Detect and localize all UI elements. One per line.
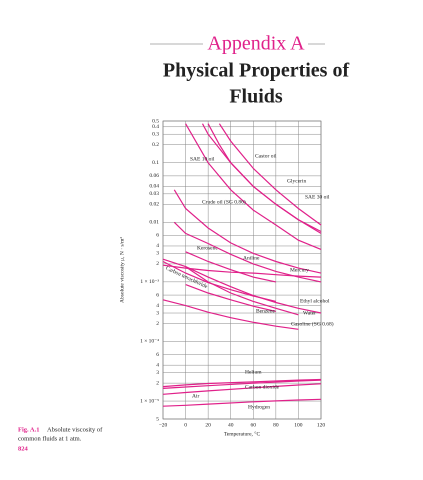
y-tick-label: 0.02 <box>149 202 159 208</box>
y-tick-label: 3 <box>156 310 159 316</box>
y-tick-label: 3 <box>156 251 159 257</box>
caption: Absolute viscosity of <box>47 426 103 433</box>
series-label: Ethyl alcohol <box>300 298 330 304</box>
y-tick-label: 6 <box>156 352 159 358</box>
caption: common fluids at 1 atm. <box>18 435 82 442</box>
series-label: SAE 30 oil <box>305 194 330 200</box>
series-line <box>173 189 322 274</box>
y-tick-label: 1 × 10⁻³ <box>140 279 159 285</box>
series-label: Aniline <box>243 255 260 261</box>
series-line <box>185 123 322 250</box>
y-tick-label: 6 <box>156 292 159 298</box>
y-tick-label: 0.06 <box>149 173 159 179</box>
x-tick-label: 80 <box>273 422 279 428</box>
y-tick-label: 1 × 10⁻⁵ <box>140 398 159 404</box>
series-label: Hydrogen <box>248 404 270 410</box>
y-tick-label: 0.1 <box>152 160 159 166</box>
series-label: Castor oil <box>255 153 277 159</box>
x-tick-label: 100 <box>294 422 303 428</box>
appendix-label: Appendix A <box>207 33 305 55</box>
series-label: Carbon dioxide <box>245 384 280 390</box>
y-tick-label: 0.01 <box>149 220 159 226</box>
y-tick-label: 0.2 <box>152 142 159 148</box>
y-tick-label: 4 <box>156 362 159 368</box>
y-tick-label: 5 <box>156 416 159 422</box>
series-line <box>218 123 322 226</box>
appendix-title: Fluids <box>229 86 283 108</box>
x-tick-label: −20 <box>159 422 168 428</box>
x-tick-label: 60 <box>251 422 257 428</box>
x-axis-label: Temperature, °C <box>224 430 261 437</box>
x-tick-label: 0 <box>184 422 187 428</box>
series-label: Kerosene <box>197 245 218 251</box>
series-line <box>162 398 322 407</box>
series-line <box>162 379 322 389</box>
figure-label: Fig. A.1 <box>18 426 40 433</box>
series-label: Mercury <box>290 267 309 273</box>
y-tick-label: 2 <box>156 380 159 386</box>
y-tick-label: 0.3 <box>152 131 159 137</box>
y-tick-label: 4 <box>156 303 159 309</box>
y-axis-label: Absolute viscosity μ, N · s/m² <box>119 237 125 303</box>
series-label: Helium <box>245 369 262 375</box>
page-number: 824 <box>18 445 29 452</box>
y-tick-label: 0.04 <box>149 184 159 190</box>
series-label: Air <box>192 393 200 399</box>
series-line <box>162 383 322 395</box>
y-tick-label: 3 <box>156 370 159 376</box>
series-line <box>185 251 277 283</box>
y-tick-label: 1 × 10⁻⁴ <box>140 339 159 345</box>
series-label: Water <box>303 310 316 316</box>
y-tick-label: 2 <box>156 321 159 327</box>
x-tick-label: 20 <box>205 422 211 428</box>
series-line <box>201 123 322 234</box>
y-tick-label: 0.5 <box>152 118 159 124</box>
y-tick-label: 2 <box>156 261 159 267</box>
y-tick-label: 0.4 <box>152 124 159 130</box>
series-line <box>162 258 322 314</box>
series-line <box>185 284 277 312</box>
series-label: SAE 10 oil <box>190 156 215 162</box>
x-tick-label: 40 <box>228 422 234 428</box>
y-tick-label: 4 <box>156 243 159 249</box>
series-label: Glycerin <box>287 178 306 184</box>
series-line <box>185 266 299 316</box>
y-tick-label: 0.03 <box>149 191 159 197</box>
series-label: Benzene <box>256 308 275 314</box>
series-line <box>162 378 322 388</box>
series-line <box>162 299 299 330</box>
series-label: Gasoline (SG 0.68) <box>291 320 334 327</box>
y-tick-label: 6 <box>156 233 159 239</box>
series-label: Crude oil (SG 0.86) <box>202 198 246 205</box>
appendix-title: Physical Properties of <box>163 60 350 82</box>
x-tick-label: 120 <box>317 422 326 428</box>
